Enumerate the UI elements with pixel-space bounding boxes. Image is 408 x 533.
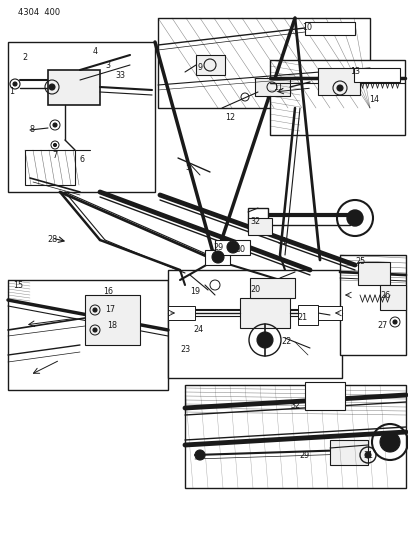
- Circle shape: [49, 84, 55, 90]
- Bar: [8, 42, 155, 192]
- Text: 33: 33: [115, 71, 125, 80]
- Text: 17: 17: [105, 305, 115, 314]
- Bar: [330, 440, 368, 465]
- Bar: [48, 70, 100, 105]
- Text: 10: 10: [302, 23, 312, 33]
- Circle shape: [257, 332, 273, 348]
- Circle shape: [13, 82, 17, 86]
- Text: 21: 21: [297, 313, 307, 322]
- Circle shape: [93, 328, 97, 332]
- Text: 3: 3: [106, 61, 111, 69]
- Bar: [270, 60, 405, 135]
- Bar: [354, 68, 400, 82]
- Text: 6: 6: [80, 156, 84, 165]
- Circle shape: [93, 308, 97, 312]
- Text: 32: 32: [290, 400, 300, 409]
- Bar: [318, 68, 360, 95]
- Text: 8: 8: [29, 125, 35, 134]
- Text: 31: 31: [277, 238, 287, 246]
- Text: 31: 31: [363, 450, 373, 459]
- Text: 22: 22: [281, 337, 291, 346]
- Text: 28: 28: [47, 236, 57, 245]
- Text: 14: 14: [369, 95, 379, 104]
- Circle shape: [53, 123, 57, 127]
- Circle shape: [227, 241, 239, 253]
- Text: 32: 32: [250, 217, 260, 227]
- Text: 12: 12: [225, 114, 235, 123]
- Text: 1: 1: [9, 87, 15, 96]
- Circle shape: [365, 452, 371, 458]
- Circle shape: [347, 210, 363, 226]
- Text: 20: 20: [250, 286, 260, 295]
- Text: 11: 11: [273, 84, 283, 93]
- Text: 23: 23: [180, 345, 190, 354]
- Bar: [8, 280, 168, 390]
- Text: 2: 2: [22, 53, 28, 62]
- Text: 27: 27: [377, 320, 387, 329]
- Bar: [85, 295, 140, 345]
- Bar: [168, 270, 342, 378]
- Circle shape: [212, 251, 224, 263]
- Bar: [380, 285, 406, 310]
- Text: 29: 29: [300, 450, 310, 459]
- Bar: [250, 278, 295, 298]
- Bar: [340, 255, 406, 355]
- Bar: [158, 18, 370, 108]
- Bar: [305, 382, 345, 410]
- Text: 15: 15: [13, 280, 23, 289]
- Text: 4: 4: [93, 47, 98, 56]
- Bar: [315, 306, 342, 320]
- Circle shape: [53, 143, 56, 147]
- Text: 24: 24: [193, 326, 203, 335]
- Text: 29: 29: [213, 244, 223, 253]
- Text: 25: 25: [355, 257, 365, 266]
- Text: 18: 18: [107, 320, 117, 329]
- Bar: [215, 240, 250, 255]
- Bar: [185, 385, 406, 488]
- Text: 30: 30: [235, 246, 245, 254]
- Bar: [305, 22, 355, 35]
- Bar: [25, 150, 75, 185]
- Bar: [205, 250, 230, 265]
- Bar: [298, 305, 318, 325]
- Circle shape: [262, 337, 268, 343]
- Circle shape: [386, 438, 394, 446]
- Text: 16: 16: [103, 287, 113, 296]
- Circle shape: [337, 85, 343, 91]
- Text: 7: 7: [53, 150, 58, 159]
- Text: 4304  400: 4304 400: [18, 8, 60, 17]
- Text: 5: 5: [186, 164, 191, 173]
- Bar: [248, 218, 272, 235]
- Bar: [240, 298, 290, 328]
- Text: 13: 13: [350, 68, 360, 77]
- Text: 19: 19: [190, 287, 200, 296]
- Bar: [248, 208, 268, 232]
- Circle shape: [195, 450, 205, 460]
- Circle shape: [230, 244, 236, 250]
- Bar: [196, 55, 225, 75]
- Circle shape: [380, 432, 400, 452]
- Text: 26: 26: [380, 290, 390, 300]
- Bar: [255, 78, 290, 96]
- Text: 9: 9: [197, 63, 202, 72]
- Bar: [358, 262, 390, 285]
- Circle shape: [393, 320, 397, 324]
- Bar: [168, 306, 195, 320]
